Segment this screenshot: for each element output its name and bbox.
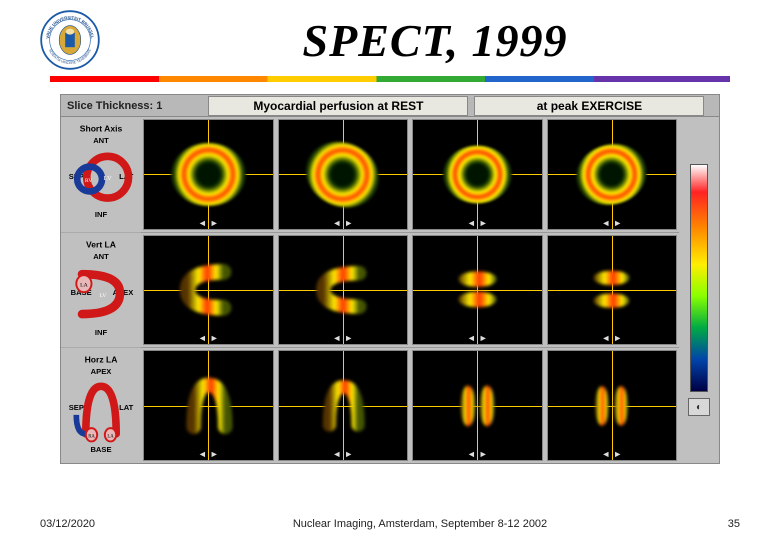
slice-label-text: Slice Thickness:: [67, 100, 153, 112]
scan-cell[interactable]: ◄►: [412, 119, 543, 230]
svg-text:Vert LA: Vert LA: [86, 239, 116, 249]
perfusion-ring: [570, 136, 654, 212]
scan-cell[interactable]: ◄►: [278, 119, 409, 230]
nav-arrows[interactable]: ◄►: [601, 334, 622, 343]
perfusion-ring: [171, 143, 246, 206]
viewer-main: Short Axis ANT SEPT LAT INF LV RV Vert L…: [61, 117, 719, 463]
horz-la-diagram: Horz LA APEX SEPT LAT BASE RA LA: [61, 348, 141, 463]
nav-arrows[interactable]: ◄►: [198, 450, 219, 459]
nav-arrows[interactable]: ◄►: [198, 219, 219, 228]
spect-viewer: Slice Thickness: 1 Myocardial perfusion …: [60, 94, 720, 464]
nav-arrows[interactable]: ◄►: [601, 219, 622, 228]
perfusion-blobs: [573, 376, 650, 436]
svg-text:BASE: BASE: [90, 445, 111, 454]
scan-cell[interactable]: ◄►: [547, 119, 678, 230]
nav-arrows[interactable]: ◄►: [601, 450, 622, 459]
scan-cell[interactable]: ◄►: [547, 235, 678, 346]
short-axis-diagram: Short Axis ANT SEPT LAT INF LV RV: [61, 117, 141, 233]
title-underline: [50, 76, 730, 82]
svg-text:Horz LA: Horz LA: [85, 355, 118, 365]
svg-text:LA: LA: [107, 435, 114, 440]
scan-row-vert-la: ◄► ◄►: [141, 233, 679, 349]
svg-text:LAT: LAT: [119, 403, 134, 412]
footer-date: 03/12/2020: [40, 518, 160, 530]
perfusion-ring: [443, 145, 512, 203]
slide-header: VRIJE UNIVERSITEIT BRUSSEL SCIENTIA VINC…: [40, 10, 740, 70]
scan-row-horz-la: ◄► ◄►: [141, 348, 679, 463]
colorbar[interactable]: [690, 164, 708, 392]
scan-cell[interactable]: ◄►: [412, 350, 543, 461]
footer-page-number: 35: [680, 518, 740, 530]
scan-cell[interactable]: ◄►: [278, 350, 409, 461]
slide-title: SPECT, 1999: [130, 14, 740, 67]
scan-cell[interactable]: ◄►: [412, 235, 543, 346]
perfusion-blobs: [439, 376, 516, 436]
perfusion-blobs: [439, 260, 516, 320]
axis-diagram-column: Short Axis ANT SEPT LAT INF LV RV Vert L…: [61, 117, 141, 463]
scan-grid: ◄► ◄► ◄► ◄►: [141, 117, 679, 463]
colorbar-toggle-button[interactable]: ◐: [688, 398, 710, 416]
viewer-topbar: Slice Thickness: 1 Myocardial perfusion …: [61, 95, 719, 117]
panel-title-exercise: at peak EXERCISE: [474, 96, 704, 116]
svg-text:RA: RA: [88, 435, 95, 440]
nav-arrows[interactable]: ◄►: [332, 334, 353, 343]
svg-text:APEX: APEX: [91, 367, 112, 376]
nav-arrows[interactable]: ◄►: [467, 450, 488, 459]
svg-text:LV: LV: [99, 293, 107, 299]
perfusion-horseshoe: [170, 260, 247, 320]
svg-text:LV: LV: [104, 175, 112, 182]
perfusion-horseshoe: [304, 260, 381, 320]
nav-arrows[interactable]: ◄►: [198, 334, 219, 343]
nav-arrows[interactable]: ◄►: [467, 334, 488, 343]
scan-cell[interactable]: ◄►: [143, 235, 274, 346]
colorbar-panel: ◐: [679, 117, 719, 463]
footer-venue: Nuclear Imaging, Amsterdam, September 8-…: [160, 518, 680, 530]
svg-text:RV: RV: [85, 178, 93, 184]
svg-text:INF: INF: [95, 210, 108, 219]
scan-cell[interactable]: ◄►: [143, 350, 274, 461]
row-title: Short Axis: [80, 124, 123, 134]
perfusion-horseshoe: [304, 376, 381, 436]
slice-thickness-label: Slice Thickness: 1: [61, 100, 168, 112]
scan-cell[interactable]: ◄►: [278, 235, 409, 346]
slide: VRIJE UNIVERSITEIT BRUSSEL SCIENTIA VINC…: [0, 0, 780, 540]
slide-footer: 03/12/2020 Nuclear Imaging, Amsterdam, S…: [0, 518, 780, 530]
perfusion-horseshoe: [170, 376, 247, 436]
university-logo: VRIJE UNIVERSITEIT BRUSSEL SCIENTIA VINC…: [40, 10, 100, 70]
slice-value: 1: [156, 100, 162, 112]
nav-arrows[interactable]: ◄►: [467, 219, 488, 228]
svg-text:INF: INF: [95, 328, 108, 337]
perfusion-ring: [296, 130, 390, 219]
vert-la-diagram: Vert LA ANT BASE APEX INF LA LV: [61, 233, 141, 349]
scan-row-short-axis: ◄► ◄► ◄► ◄►: [141, 117, 679, 233]
perfusion-blobs: [573, 260, 650, 320]
scan-cell[interactable]: ◄►: [547, 350, 678, 461]
nav-arrows[interactable]: ◄►: [332, 219, 353, 228]
svg-text:ANT: ANT: [93, 136, 109, 145]
scan-cell[interactable]: ◄►: [143, 119, 274, 230]
svg-text:ANT: ANT: [93, 252, 109, 261]
svg-text:LA: LA: [80, 282, 88, 288]
panel-title-rest: Myocardial perfusion at REST: [208, 96, 468, 116]
nav-arrows[interactable]: ◄►: [332, 450, 353, 459]
